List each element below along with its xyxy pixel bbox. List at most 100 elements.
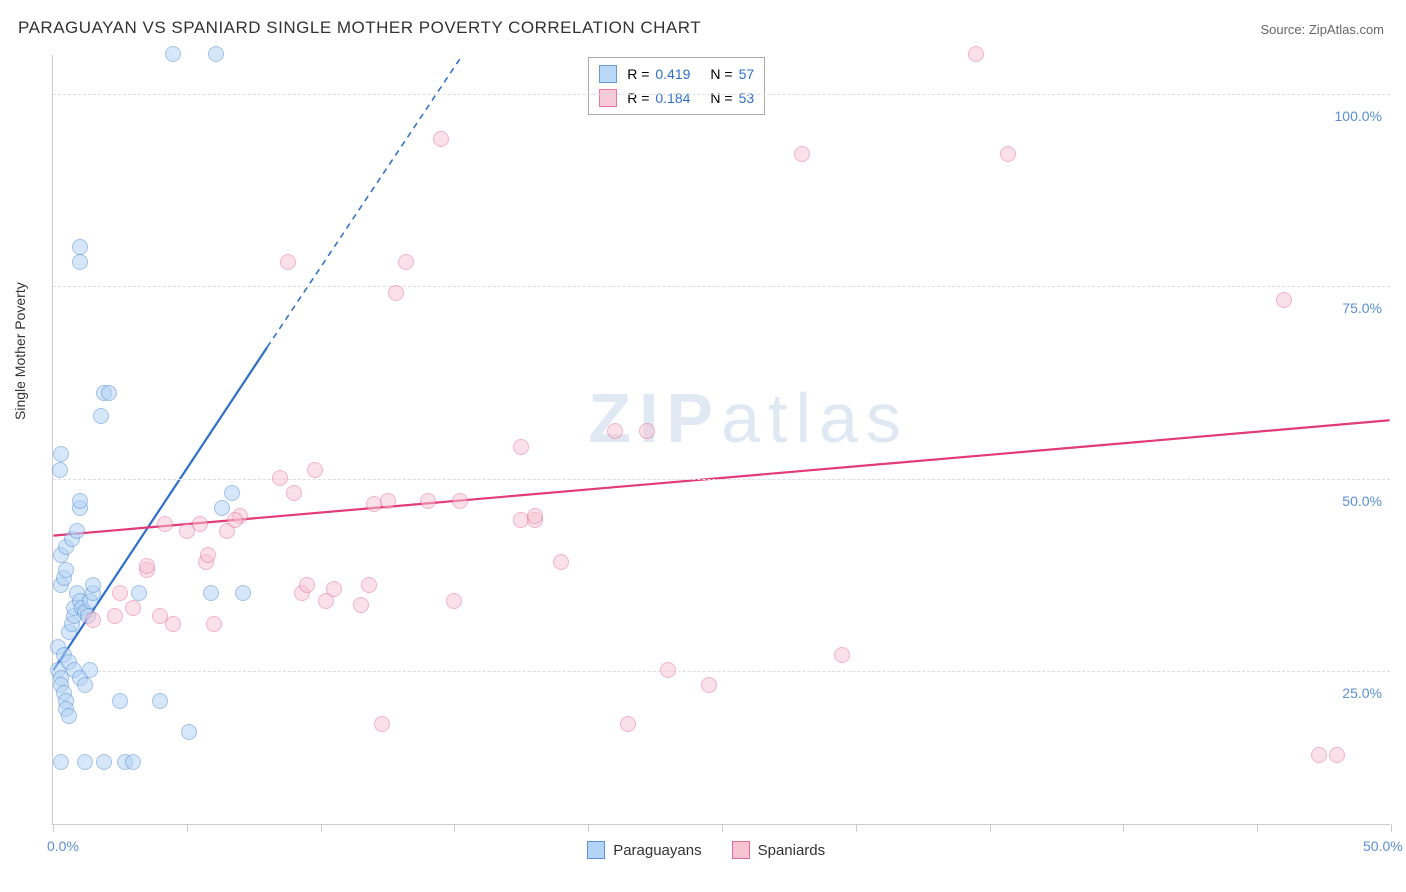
data-point [224,485,240,501]
data-point [101,385,117,401]
data-point [398,254,414,270]
data-point [53,754,69,770]
data-point [446,593,462,609]
grid-line [53,479,1390,480]
data-point [61,708,77,724]
data-point [1311,747,1327,763]
data-point [112,585,128,601]
data-point [968,46,984,62]
data-point [85,577,101,593]
watermark-atlas: atlas [721,379,909,457]
data-point [139,558,155,574]
data-point [131,585,147,601]
data-point [639,423,655,439]
data-point [701,677,717,693]
legend-item: Paraguayans [587,841,701,859]
x-tick [856,824,857,832]
data-point [620,716,636,732]
correlation-stats-box: R = 0.419 N = 57 R = 0.184 N = 53 [588,57,765,115]
data-point [1329,747,1345,763]
data-point [203,585,219,601]
grid-line [53,94,1390,95]
data-point [107,608,123,624]
data-point [553,554,569,570]
data-point [82,662,98,678]
x-tick [1257,824,1258,832]
data-point [513,439,529,455]
x-tick [454,824,455,832]
data-point [227,512,243,528]
data-point [53,446,69,462]
data-point [527,508,543,524]
chart-title: PARAGUAYAN VS SPANIARD SINGLE MOTHER POV… [18,18,701,38]
data-point [208,46,224,62]
data-point [152,693,168,709]
n-value: 57 [739,66,755,82]
r-value: 0.184 [655,90,690,106]
x-tick [588,824,589,832]
bottom-legend: Paraguayans Spaniards [587,841,825,859]
r-label: R = [627,66,649,82]
data-point [72,239,88,255]
data-point [72,493,88,509]
x-tick [1123,824,1124,832]
data-point [834,647,850,663]
watermark: ZIPatlas [588,378,909,458]
x-tick [53,824,54,832]
r-value: 0.419 [655,66,690,82]
x-tick [722,824,723,832]
data-point [77,754,93,770]
data-point [200,547,216,563]
x-tick-label: 0.0% [47,838,79,854]
y-tick-label: 75.0% [1342,300,1382,316]
x-tick [321,824,322,832]
data-point [433,131,449,147]
data-point [452,493,468,509]
y-tick-label: 100.0% [1335,108,1382,124]
grid-line [53,286,1390,287]
data-point [607,423,623,439]
r-label: R = [627,90,649,106]
data-point [125,754,141,770]
data-point [69,523,85,539]
grid-line [53,671,1390,672]
data-point [380,493,396,509]
data-point [125,600,141,616]
data-point [272,470,288,486]
data-point [361,577,377,593]
data-point [165,616,181,632]
data-point [235,585,251,601]
stats-row: R = 0.184 N = 53 [599,86,754,110]
y-tick-label: 50.0% [1342,493,1382,509]
data-point [58,562,74,578]
data-point [192,516,208,532]
data-point [165,46,181,62]
x-tick [1391,824,1392,832]
data-point [181,724,197,740]
data-point [157,516,173,532]
y-tick-label: 25.0% [1342,685,1382,701]
source-label: Source: ZipAtlas.com [1260,22,1384,37]
legend-swatch [599,89,617,107]
x-tick [990,824,991,832]
data-point [85,612,101,628]
data-point [93,408,109,424]
x-tick-label: 50.0% [1363,838,1403,854]
legend-label: Spaniards [758,842,826,859]
plot-area: ZIPatlas R = 0.419 N = 57 R = 0.184 N = … [52,55,1390,825]
legend-label: Paraguayans [613,842,701,859]
x-tick [187,824,188,832]
stats-row: R = 0.419 N = 57 [599,62,754,86]
trend-lines [53,55,1390,824]
legend-swatch [732,841,750,859]
data-point [206,616,222,632]
data-point [388,285,404,301]
n-label: N = [710,66,732,82]
data-point [52,462,68,478]
data-point [286,485,302,501]
n-value: 53 [739,90,755,106]
data-point [112,693,128,709]
data-point [307,462,323,478]
y-axis-label: Single Mother Poverty [12,282,28,420]
legend-swatch [587,841,605,859]
